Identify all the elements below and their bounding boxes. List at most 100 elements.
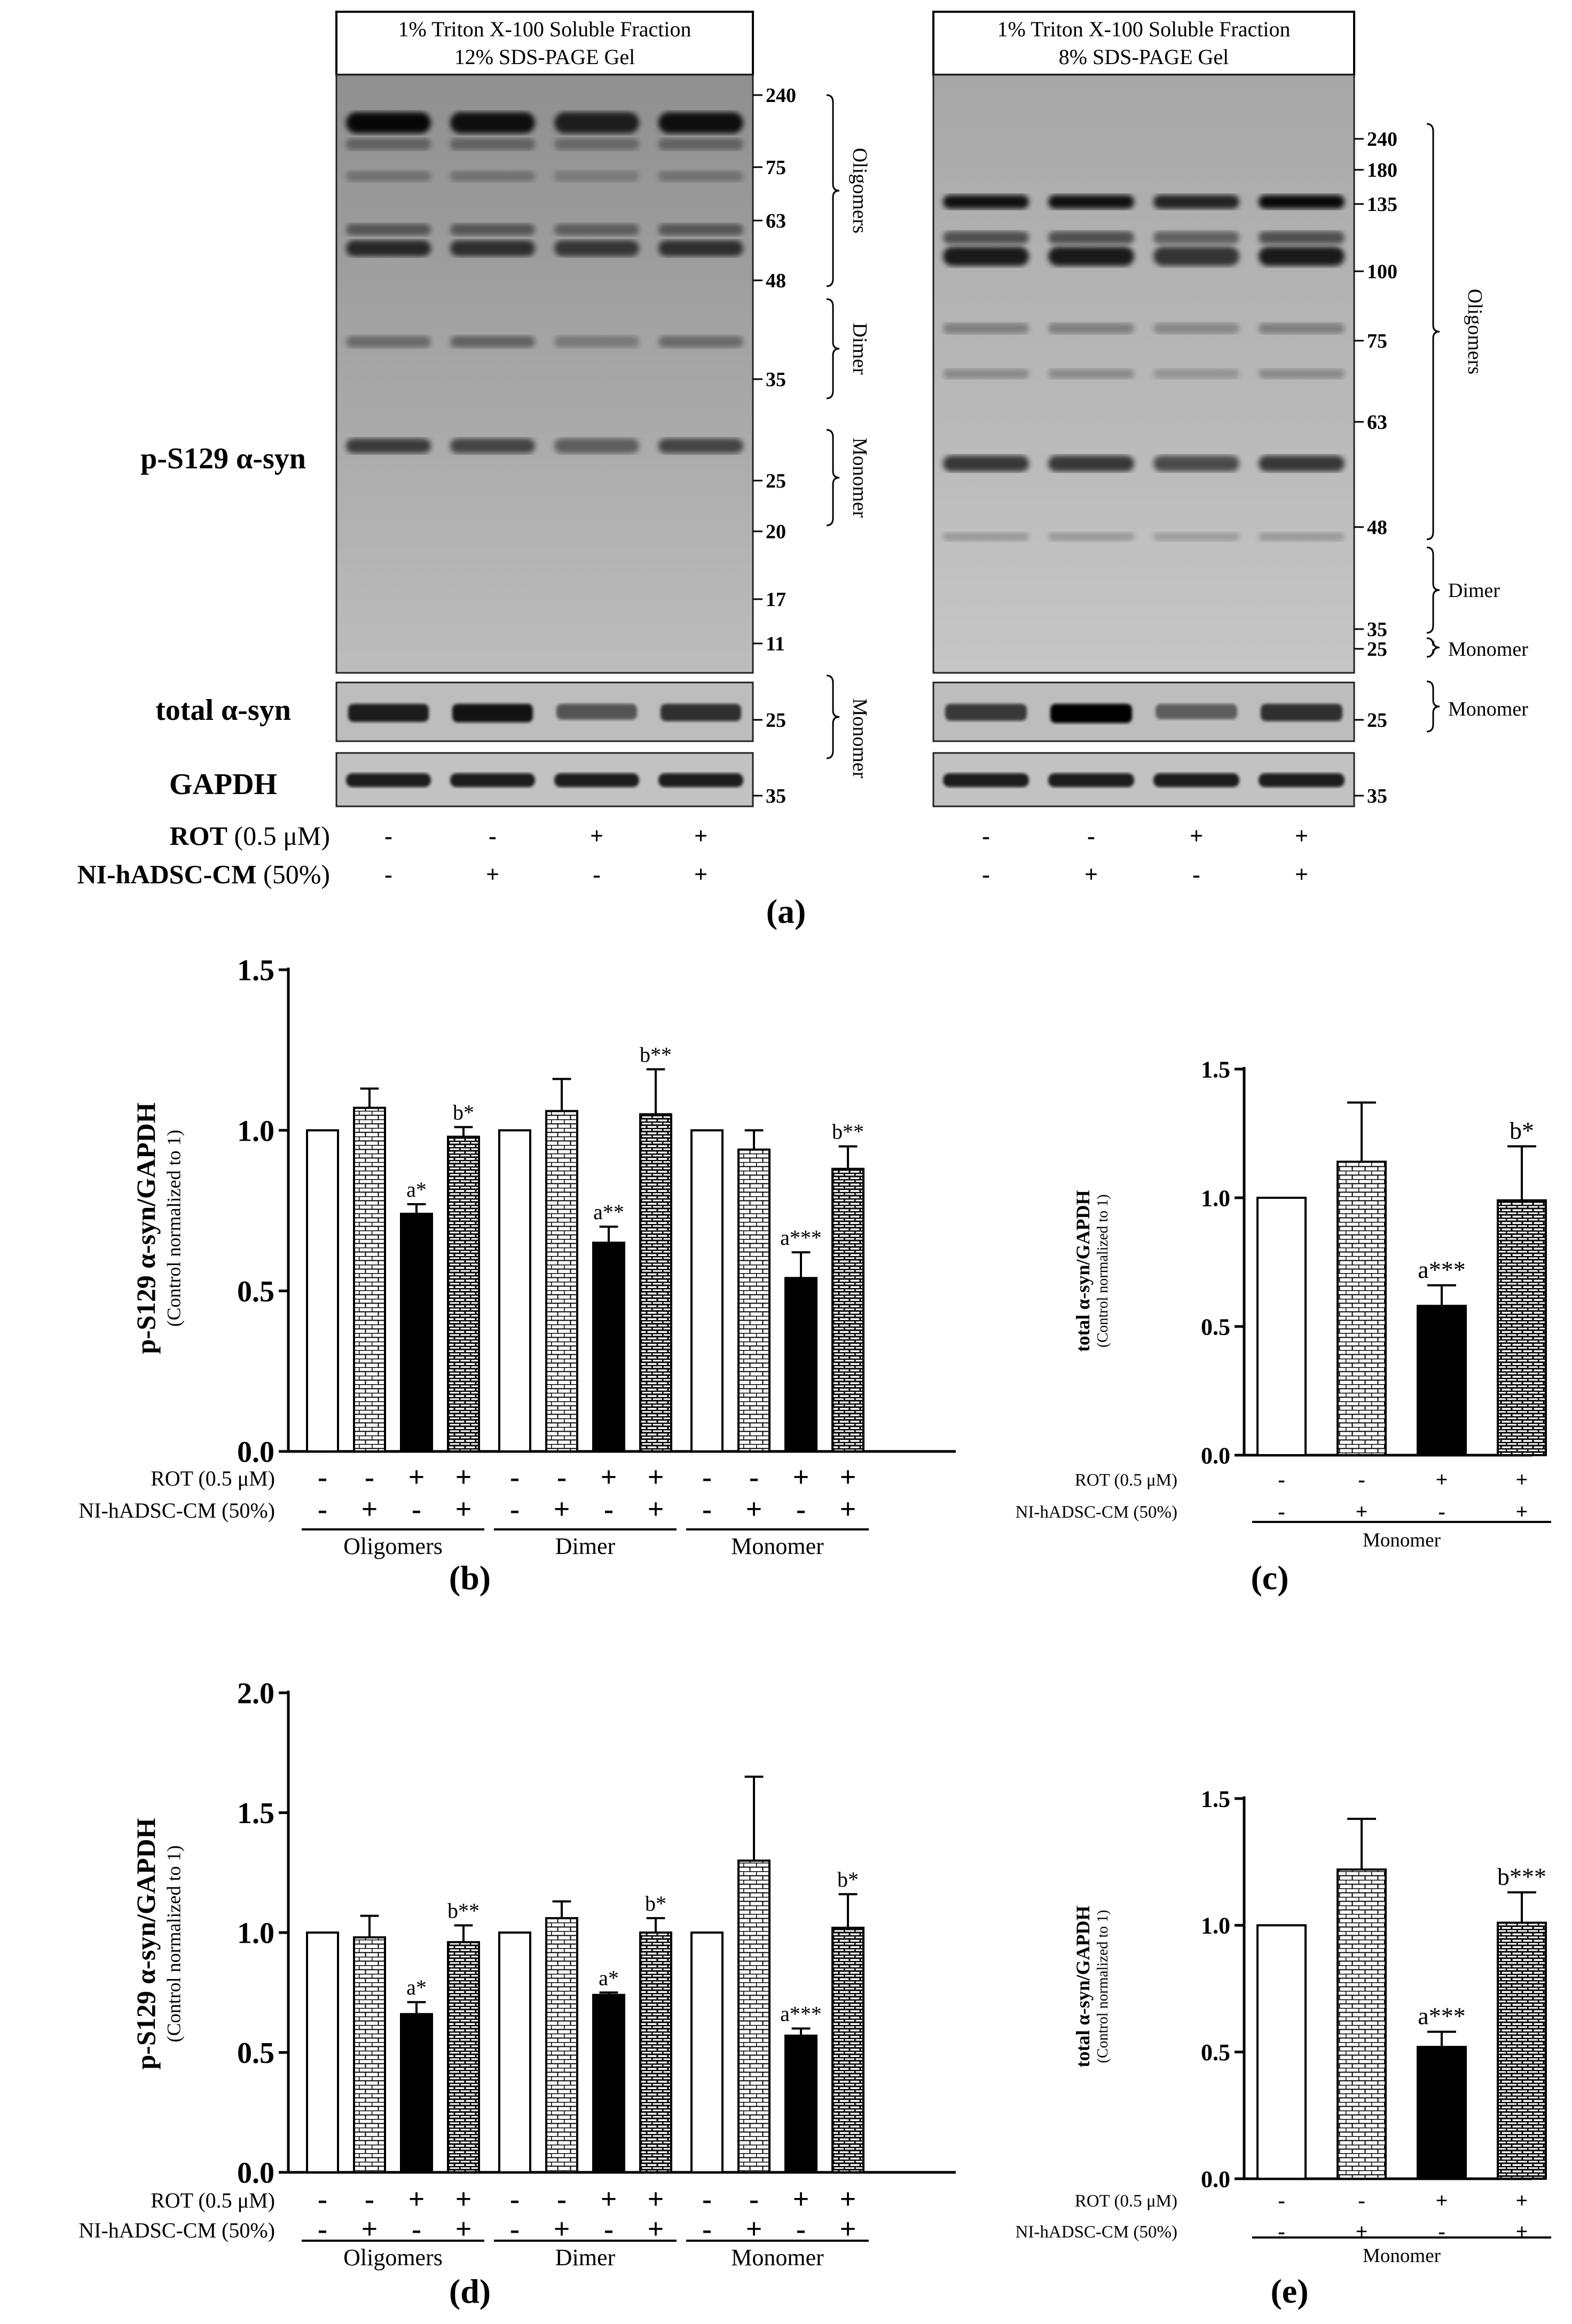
bar — [1337, 1868, 1387, 2180]
bracket-total-monomer — [1426, 680, 1440, 733]
row-label-cm: NI-hADSC-CM (50%) — [1016, 2223, 1177, 2242]
cm-sign: + — [554, 1493, 570, 1525]
significance-label: a*** — [780, 2002, 822, 2026]
cm-sign: - — [318, 1493, 327, 1525]
cm-bold: NI-hADSC-CM — [77, 859, 256, 889]
y-tick-label: 1.0 — [1201, 1913, 1230, 1939]
y-tick-label: 0.5 — [237, 2037, 274, 2070]
y-axis-sublabel: (Control normalized to 1) — [163, 1130, 185, 1327]
bracket-total-monomer — [826, 674, 840, 759]
marker-label: 63 — [766, 210, 786, 232]
bar — [831, 1167, 864, 1453]
cm-sign: - — [1278, 2219, 1285, 2243]
cm-sign: - — [796, 1493, 806, 1525]
rot-sign: - — [318, 2183, 327, 2215]
bar — [545, 1917, 578, 2174]
blot-band — [450, 336, 535, 348]
gapdh-band — [658, 773, 743, 787]
blot-band — [1153, 231, 1239, 244]
blot-band — [1048, 195, 1134, 209]
bar — [784, 2035, 818, 2174]
rot-sign: + — [590, 823, 603, 849]
panel-a-caption: (a) — [766, 892, 806, 930]
significance-label: b* — [453, 1101, 474, 1125]
significance-label: a* — [406, 1975, 427, 1999]
blot-band — [346, 171, 431, 182]
cm-sign: - — [412, 2213, 421, 2245]
cm-sign: + — [455, 1493, 472, 1525]
total-band — [556, 704, 637, 720]
bar — [1497, 1199, 1547, 1457]
cm-sign: + — [694, 861, 708, 888]
rot-sign: + — [1190, 823, 1203, 849]
bar — [447, 1135, 480, 1453]
blot-band — [554, 171, 639, 182]
bracket-label: Dimer — [1448, 579, 1500, 602]
bar — [353, 1936, 386, 2173]
blot-band — [450, 112, 535, 134]
marker-label: 240 — [766, 84, 796, 107]
bracket-monomer — [826, 429, 840, 527]
rot-sign: - — [749, 2183, 759, 2215]
rot-sign: + — [1436, 2188, 1448, 2212]
rot-sign: + — [601, 2183, 617, 2215]
row-label-cm: NI-hADSC-CM (50%) — [78, 1498, 275, 1522]
y-tick-label: 1.0 — [1201, 1185, 1230, 1211]
rot-sign: + — [793, 2183, 809, 2215]
blot-band — [943, 231, 1029, 244]
blot-band — [450, 224, 535, 235]
total-band — [1156, 704, 1237, 719]
marker-label: 100 — [1367, 261, 1397, 283]
significance-label: b* — [1510, 1117, 1534, 1144]
y-tick-label: 0.5 — [237, 1275, 274, 1308]
gapdh-band — [1048, 773, 1134, 787]
bar — [592, 1242, 625, 1453]
y-axis-label: p-S129 α-syn/GAPDH — [131, 1818, 161, 2069]
total-bracket-label: Monomer — [848, 698, 871, 779]
bar — [737, 1148, 771, 1453]
significance-label: a* — [599, 1966, 619, 1990]
gapdh-band — [450, 773, 535, 787]
group-label: Monomer — [1363, 1529, 1441, 1551]
blot-band — [346, 336, 431, 348]
bar — [639, 1113, 672, 1453]
bar — [306, 1129, 339, 1453]
cm-sign: - — [604, 2213, 614, 2245]
chart-e: 0.0 0.5 1.0 1.5 total α-syn/GAPDH (Control no… — [1016, 1786, 1551, 2310]
y-axis-sublabel: (Control normalized to 1) — [1095, 1195, 1111, 1348]
cm-sign: - — [604, 1493, 614, 1525]
bar — [1337, 1160, 1387, 1456]
blot-band — [554, 224, 639, 235]
cm-sign: + — [746, 1493, 763, 1525]
marker-label: 11 — [766, 633, 785, 655]
blot-band — [1048, 247, 1134, 266]
rot-sign: - — [365, 1461, 374, 1493]
significance-label: b** — [447, 1899, 480, 1923]
y-tick-label: 1.5 — [237, 1797, 274, 1830]
cm-conc: (50%) — [257, 859, 330, 889]
y-tick-label: 0.0 — [237, 2157, 274, 2190]
bar — [447, 1941, 480, 2173]
bar — [1497, 1921, 1547, 2180]
cm-sign: - — [702, 1493, 712, 1525]
group-label: Oligomers — [343, 1533, 443, 1559]
rot-bold: ROT — [170, 821, 227, 851]
panel-a-western-blots: 1% Triton X-100 Soluble Fraction 12% SDS-… — [77, 11, 1528, 930]
row-label-total-syn: total α-syn — [155, 694, 291, 727]
bracket-dimer — [826, 298, 840, 399]
significance-label: b* — [645, 1891, 666, 1915]
bar — [1417, 1305, 1467, 1456]
y-tick-label: 2.0 — [237, 1677, 274, 1710]
blot-band — [554, 112, 639, 134]
panel-caption: (d) — [449, 2272, 491, 2310]
gapdh-marker-label: 35 — [766, 785, 786, 807]
marker-label: 35 — [1367, 618, 1387, 641]
gapdh-band — [943, 773, 1029, 787]
blot-band — [1259, 231, 1345, 244]
y-tick-label: 1.0 — [237, 1917, 274, 1950]
blot-band — [1259, 195, 1345, 209]
bar — [400, 1213, 433, 1453]
blot-band — [1153, 456, 1239, 472]
bar — [690, 1129, 724, 1453]
